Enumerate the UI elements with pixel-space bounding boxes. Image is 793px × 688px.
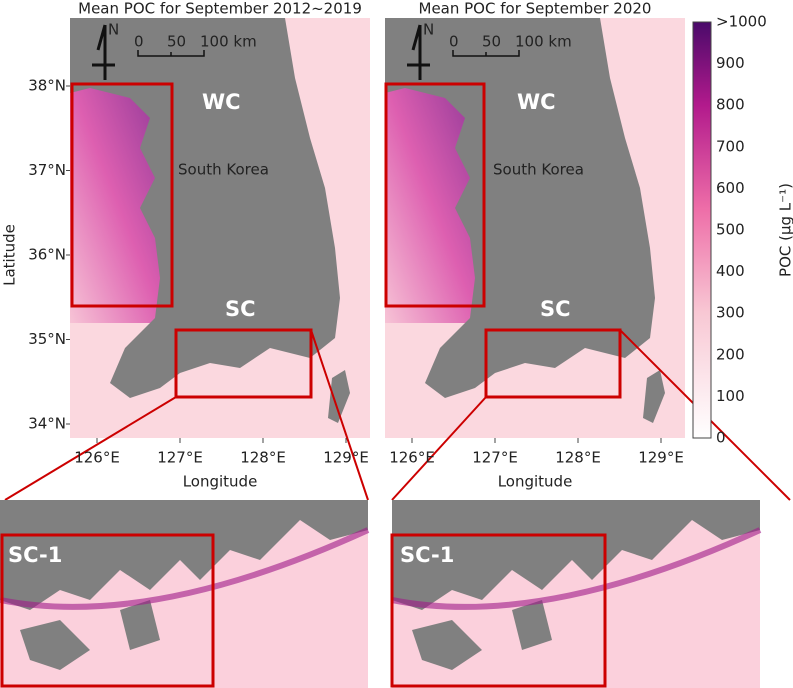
scale-label: 0 [134,33,144,51]
y-tick-label: 38°N [28,77,66,95]
colorbar-tick-label: 400 [716,262,745,280]
colorbar-tick-label: 200 [716,345,745,363]
y-tick-label: 34°N [28,415,66,433]
colorbar-tick-label: 700 [716,137,745,155]
colorbar-tick-label: 300 [716,304,745,322]
region-label: South Korea [493,161,584,179]
colorbar-label: POC (μg L⁻¹) [777,183,793,277]
y-tick-label: 35°N [28,330,66,348]
colorbar-tick-label: >1000 [716,13,767,31]
x-axis-label: Longitude [183,473,258,491]
colorbar-tick-label: 800 [716,96,745,114]
y-axis-label: Latitude [1,224,19,286]
region-label: South Korea [178,161,269,179]
y-tick-label: 37°N [28,161,66,179]
region-label: WC [517,90,556,114]
region-label: WC [202,90,241,114]
colorbar-tick-label: 900 [716,54,745,72]
x-tick-label: 129°E [323,449,369,467]
panel-left [0,18,370,688]
inset-label: SC-1 [8,543,62,567]
scale-label: 0 [449,33,459,51]
scale-bar [137,50,205,57]
scale-label: 100 km [515,33,572,51]
panel-title: Mean POC for September 2020 [419,0,652,18]
x-tick-label: 126°E [74,449,120,467]
scale-label: 100 km [200,33,257,51]
x-tick-label: 126°E [389,449,435,467]
colorbar [692,21,712,439]
x-tick-label: 127°E [157,449,203,467]
north-label: N [423,21,434,39]
colorbar-tick-label: 500 [716,221,745,239]
inset-label: SC-1 [400,543,454,567]
region-label: SC [540,297,571,321]
scale-label: 50 [167,33,186,51]
x-tick-label: 127°E [472,449,518,467]
x-axis-label: Longitude [498,473,573,491]
x-tick-label: 129°E [638,449,684,467]
scale-bar [452,50,520,57]
panel-title: Mean POC for September 2012~2019 [78,0,362,18]
colorbar-tick-label: 100 [716,387,745,405]
y-tick-label: 36°N [28,246,66,264]
x-tick-label: 128°E [240,449,286,467]
colorbar-tick-label: 600 [716,179,745,197]
x-tick-label: 128°E [555,449,601,467]
colorbar-tick-label: 0 [716,429,726,447]
north-arrow [407,24,430,80]
north-label: N [108,21,119,39]
north-arrow [92,24,115,80]
region-label: SC [225,297,256,321]
scale-label: 50 [482,33,501,51]
